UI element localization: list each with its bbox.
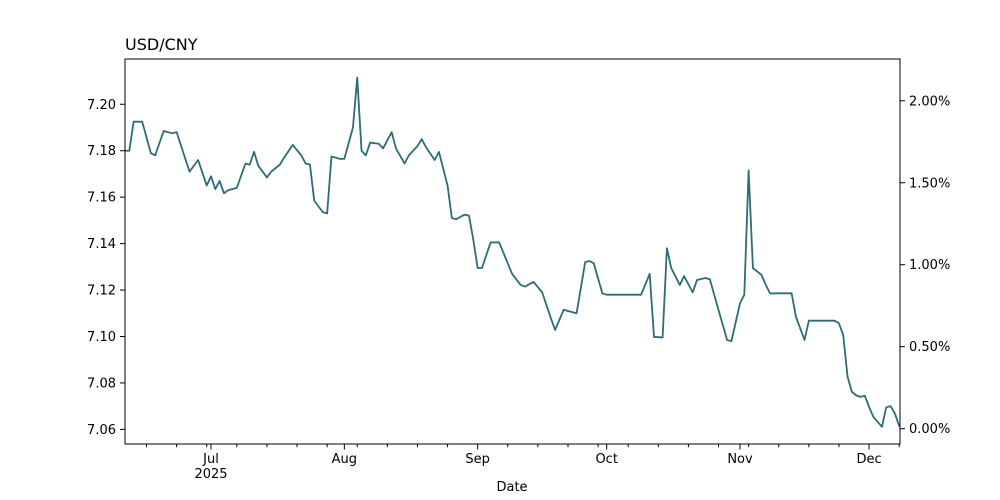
y-left-tick-label: 7.20 bbox=[87, 98, 116, 113]
chart-title: USD/CNY bbox=[125, 35, 198, 54]
y-left-tick-label: 7.16 bbox=[87, 191, 116, 206]
y-left-tick-label: 7.12 bbox=[87, 284, 116, 299]
y-right-tick-label: 1.00% bbox=[909, 258, 950, 273]
y-left-tick-label: 7.10 bbox=[87, 330, 116, 345]
y-left-tick-label: 7.18 bbox=[87, 144, 116, 159]
x-axis-title: Date bbox=[496, 480, 528, 495]
plot-frame bbox=[124, 58, 901, 445]
y-left-tick-label: 7.06 bbox=[87, 423, 116, 438]
x-axis-year-label: 2025 bbox=[194, 467, 227, 482]
y-right-tick-label: 1.50% bbox=[909, 176, 950, 191]
x-tick-label: Jul bbox=[202, 452, 219, 467]
y-left-tick-label: 7.08 bbox=[87, 376, 116, 391]
x-tick-label: Oct bbox=[595, 452, 617, 467]
price-line-usd-cny bbox=[124, 76, 901, 428]
y-right-tick-label: 0.50% bbox=[909, 340, 950, 355]
y-left-tick-label: 7.14 bbox=[87, 237, 116, 252]
y-right-tick-label: 2.00% bbox=[909, 94, 950, 109]
x-tick-label: Sep bbox=[465, 452, 490, 467]
x-tick-label: Dec bbox=[856, 452, 881, 467]
y-right-tick-label: 0.00% bbox=[909, 422, 950, 437]
x-tick-label: Aug bbox=[332, 452, 357, 467]
x-tick-label: Nov bbox=[727, 452, 753, 467]
